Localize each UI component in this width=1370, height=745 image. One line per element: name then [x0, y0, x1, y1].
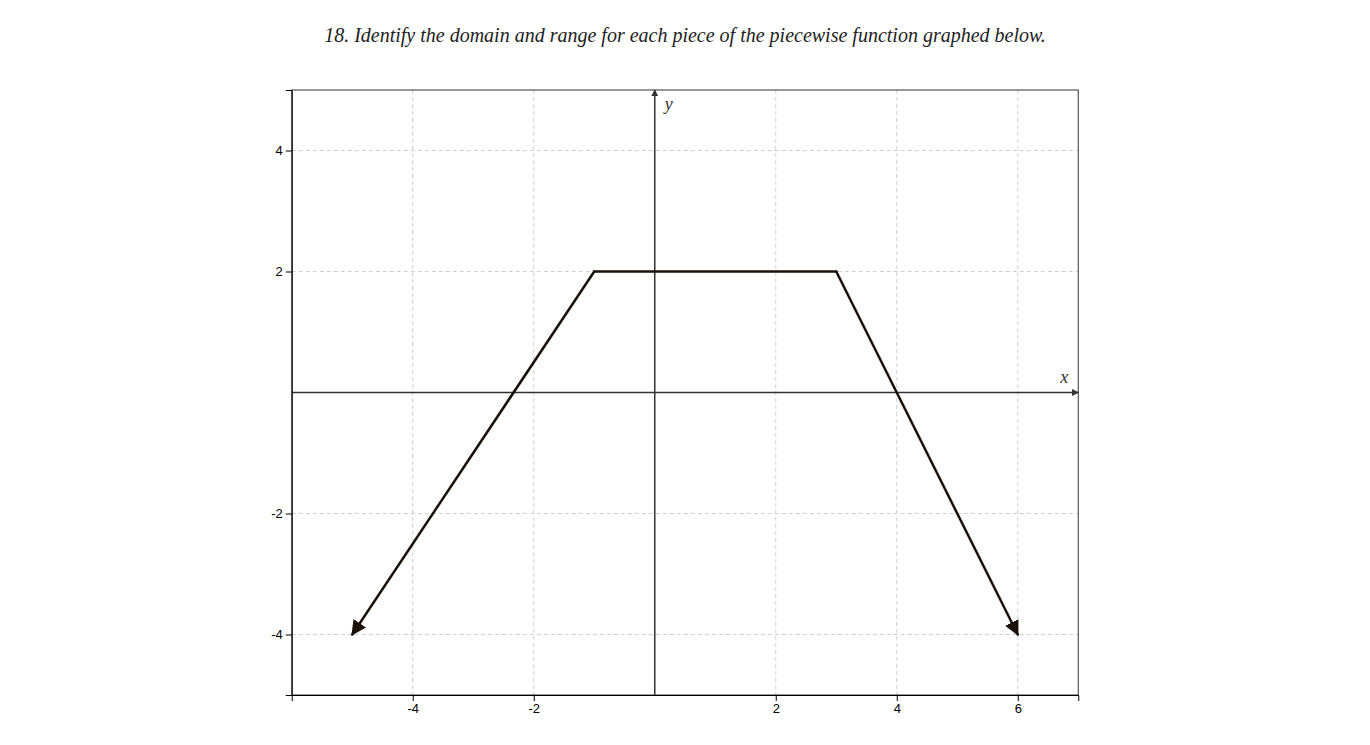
tick-label: 4 — [894, 701, 901, 716]
tick: -4 — [271, 627, 292, 642]
plot: x y -4 -2 2 4 6 -4 -2 2 4 — [271, 90, 1079, 716]
tick-label: 6 — [1015, 701, 1022, 716]
grid-line — [292, 634, 1079, 635]
tick: -2 — [271, 506, 292, 521]
tick-label: 4 — [276, 143, 283, 158]
tick: 2 — [773, 695, 780, 716]
line — [352, 272, 594, 635]
tick-mark — [534, 695, 535, 701]
tick-label: -2 — [528, 701, 540, 716]
tick-label: 2 — [773, 701, 780, 716]
y-axis-label: y — [663, 94, 673, 114]
tick-mark — [286, 272, 292, 273]
tick-mark — [897, 695, 898, 701]
line — [594, 270, 836, 273]
tick: 4 — [276, 143, 292, 158]
x-zero-line — [292, 392, 1079, 394]
axis-line — [286, 91, 293, 696]
y-axis: -4 -2 2 4 — [271, 91, 292, 696]
tick-label: -4 — [271, 627, 283, 642]
tick: -2 — [528, 695, 540, 716]
series-group — [352, 272, 1018, 635]
line — [836, 272, 1018, 635]
chart: 18. Identify the domain and range for ea… — [0, 0, 1370, 745]
x-axis: -4 -2 2 4 6 — [292, 695, 1079, 716]
tick-mark — [286, 635, 292, 636]
tick-mark — [286, 151, 292, 152]
tick: 2 — [276, 264, 292, 279]
tick-mark — [286, 514, 292, 515]
grid — [292, 90, 1079, 695]
tick: 4 — [894, 695, 901, 716]
tick-mark — [1018, 695, 1019, 701]
tick-label: -4 — [407, 701, 419, 716]
grid-line — [292, 271, 1079, 272]
tick-label: -2 — [271, 506, 283, 521]
tick-mark — [776, 695, 777, 701]
axis-line — [292, 696, 1079, 702]
x-axis-label: x — [1059, 367, 1068, 387]
tick-mark — [413, 695, 414, 701]
y-zero-line — [654, 90, 656, 695]
tick: -4 — [407, 695, 419, 716]
grid-line — [292, 150, 1079, 151]
plot-frame — [292, 90, 1079, 695]
tick: 6 — [1015, 695, 1022, 716]
tick-label: 2 — [276, 264, 283, 279]
grid-line — [292, 513, 1079, 514]
title: 18. Identify the domain and range for ea… — [324, 24, 1046, 47]
